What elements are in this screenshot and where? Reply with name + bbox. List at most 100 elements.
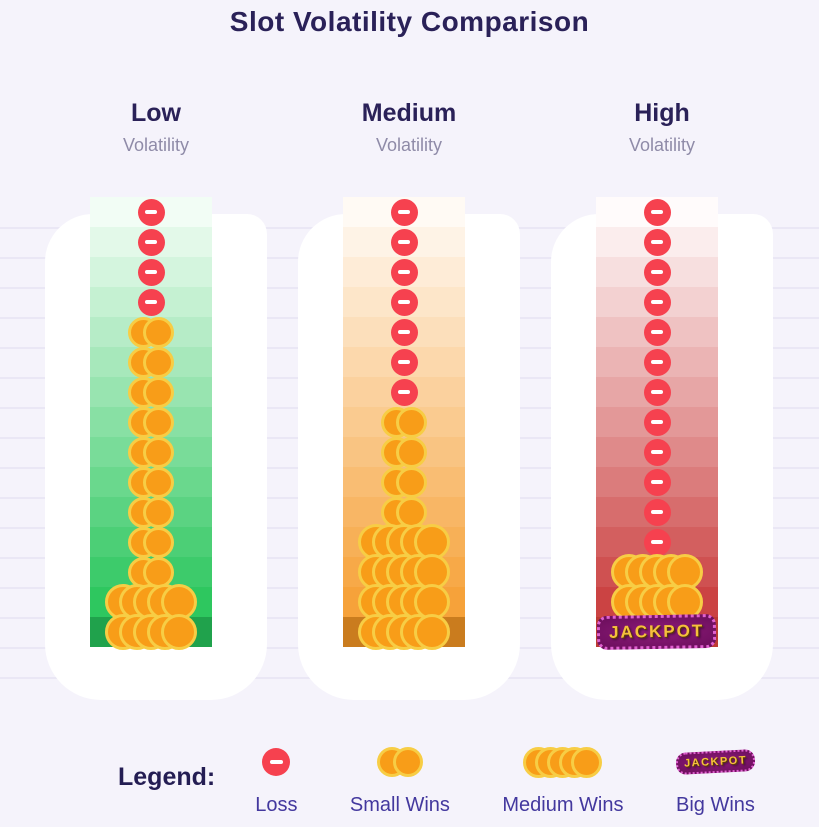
bar-band: [596, 227, 718, 257]
bar-band: [596, 317, 718, 347]
coin-stack-small: [381, 436, 427, 468]
coin-icon: [392, 747, 423, 777]
bar-band: [343, 496, 465, 528]
bar-band: [343, 377, 465, 407]
coin-icon: [414, 614, 450, 650]
bar-band: [90, 526, 212, 558]
column-header: Medium Volatility: [343, 99, 475, 156]
minus-glyph: [397, 390, 411, 394]
loss-icon: [390, 378, 418, 406]
legend-item-loss: Loss: [255, 743, 297, 817]
legend-icon: [376, 743, 423, 781]
jackpot-badge: JACKPOT: [675, 748, 756, 776]
column-header: Low Volatility: [90, 99, 222, 156]
legend-icon: [262, 743, 291, 781]
minus-glyph: [397, 210, 411, 214]
bar-band: [90, 436, 212, 468]
bar-band: [343, 287, 465, 317]
minus-glyph: [650, 240, 664, 244]
coin-icon: [143, 316, 174, 348]
minus-glyph: [397, 300, 411, 304]
minus-glyph: [144, 300, 158, 304]
bar-band: [343, 227, 465, 257]
column-subtitle: Volatility: [122, 134, 190, 155]
column-low: Low Volatility: [45, 0, 267, 710]
loss-icon: [137, 228, 165, 256]
minus-glyph: [144, 270, 158, 274]
bar-band: [343, 614, 465, 650]
bar-band: [596, 377, 718, 407]
coin-icon: [396, 406, 427, 438]
legend-item-medium_win: Medium Wins: [502, 743, 624, 817]
minus-glyph: [397, 360, 411, 364]
coin-stack-small: [376, 747, 423, 777]
legend-icon: [523, 743, 603, 781]
bar-band: [343, 524, 465, 560]
coin-icon: [143, 436, 174, 468]
bar-band: [343, 554, 465, 590]
coin-icon: [571, 746, 603, 778]
minus-glyph: [650, 330, 664, 334]
legend-item-label: Loss: [255, 794, 298, 816]
coin-stack-small: [381, 466, 427, 498]
coin-stack-small: [381, 406, 427, 438]
bar-band: [343, 317, 465, 347]
minus-glyph: [650, 360, 664, 364]
coin-icon: [396, 436, 427, 468]
column-title: High: [634, 99, 690, 127]
jackpot-badge: JACKPOT: [597, 613, 717, 651]
minus-glyph: [269, 760, 284, 764]
coin-icon: [396, 496, 427, 528]
column-subtitle: Volatility: [375, 134, 443, 155]
coin-icon: [143, 466, 174, 498]
column-header: High Volatility: [596, 99, 728, 156]
volatility-bar: JACKPOT: [596, 197, 718, 651]
legend: Legend: Loss Small Wins Medium Wins JACK…: [118, 743, 761, 817]
legend-item-label: Medium Wins: [502, 794, 624, 816]
page-title: Slot Volatility Comparison: [229, 6, 590, 37]
legend-item-big_win: JACKPOT Big Wins: [675, 743, 756, 817]
minus-glyph: [650, 210, 664, 214]
loss-icon: [390, 288, 418, 316]
coin-stack-small: [381, 496, 427, 528]
coin-icon: [143, 406, 174, 438]
coin-stack-small: [128, 496, 174, 528]
minus-glyph: [397, 270, 411, 274]
bar-band: JACKPOT: [596, 613, 718, 651]
loss-icon: [643, 468, 671, 496]
coin-stack-small: [128, 466, 174, 498]
minus-glyph: [397, 240, 411, 244]
legend-item-label: Big Wins: [676, 794, 755, 816]
loss-icon: [137, 258, 165, 286]
minus-glyph: [650, 480, 664, 484]
loss-icon: [643, 288, 671, 316]
loss-icon: [390, 198, 418, 226]
bar-band: [90, 496, 212, 528]
column-high: High Volatility JACKPOT: [551, 0, 773, 710]
coin-stack-small: [128, 556, 174, 588]
loss-icon: [390, 228, 418, 256]
bar-band: [343, 406, 465, 438]
coin-icon: [143, 376, 174, 408]
bar-band: [90, 406, 212, 438]
bar-band: [596, 287, 718, 317]
minus-glyph: [144, 240, 158, 244]
loss-icon: [643, 438, 671, 466]
legend-item-small_win: Small Wins: [350, 743, 450, 817]
coin-stack-small: [128, 346, 174, 378]
legend-item-label: Small Wins: [349, 794, 450, 816]
coin-stack-medium: [523, 746, 603, 778]
bar-band: [343, 466, 465, 498]
bar-band: [596, 467, 718, 497]
bar-band: [90, 376, 212, 408]
loss-icon: [643, 348, 671, 376]
coin-stack-medium: [105, 614, 197, 650]
bar-band: [90, 466, 212, 498]
bar-band: [596, 407, 718, 437]
loss-icon: [390, 258, 418, 286]
minus-glyph: [650, 420, 664, 424]
loss-icon: [137, 198, 165, 226]
bar-band: [343, 197, 465, 227]
bar-band: [343, 347, 465, 377]
